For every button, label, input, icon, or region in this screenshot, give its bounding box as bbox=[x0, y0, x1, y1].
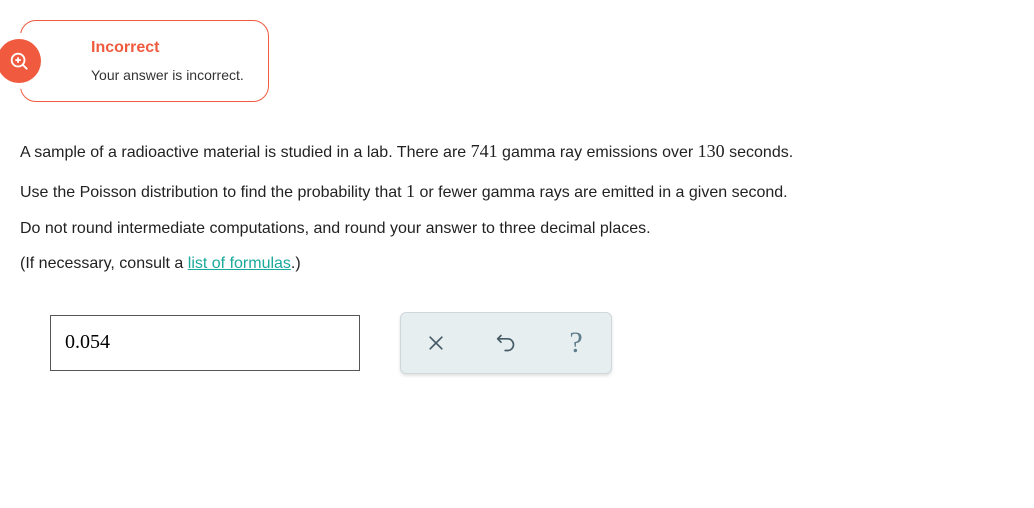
undo-button[interactable] bbox=[481, 319, 531, 367]
undo-icon bbox=[496, 333, 516, 353]
problem-text: seconds. bbox=[725, 144, 793, 161]
close-icon bbox=[426, 333, 446, 353]
answer-toolbar: ? bbox=[400, 312, 612, 374]
feedback-message: Your answer is incorrect. bbox=[91, 67, 244, 83]
problem-text: (If necessary, consult a bbox=[20, 255, 188, 272]
answer-row: ? bbox=[20, 312, 1014, 374]
problem-text: Use the Poisson distribution to find the… bbox=[20, 184, 406, 201]
problem-statement: A sample of a radioactive material is st… bbox=[20, 132, 1014, 282]
problem-text: or fewer gamma rays are emitted in a giv… bbox=[415, 184, 788, 201]
seconds-count: 130 bbox=[698, 141, 725, 161]
problem-text: A sample of a radioactive material is st… bbox=[20, 144, 471, 161]
emissions-count: 741 bbox=[471, 141, 498, 161]
threshold-value: 1 bbox=[406, 181, 415, 201]
problem-text: .) bbox=[291, 255, 301, 272]
help-icon: ? bbox=[569, 328, 582, 358]
answer-input[interactable] bbox=[50, 315, 360, 371]
feedback-status-icon bbox=[0, 39, 41, 83]
help-button[interactable]: ? bbox=[551, 319, 601, 367]
clear-button[interactable] bbox=[411, 319, 461, 367]
formulas-link[interactable]: list of formulas bbox=[188, 255, 291, 272]
problem-text: gamma ray emissions over bbox=[498, 144, 698, 161]
feedback-status-label: Incorrect bbox=[91, 39, 244, 57]
feedback-box: Incorrect Your answer is incorrect. bbox=[20, 20, 269, 102]
problem-text: Do not round intermediate computations, … bbox=[20, 220, 651, 237]
